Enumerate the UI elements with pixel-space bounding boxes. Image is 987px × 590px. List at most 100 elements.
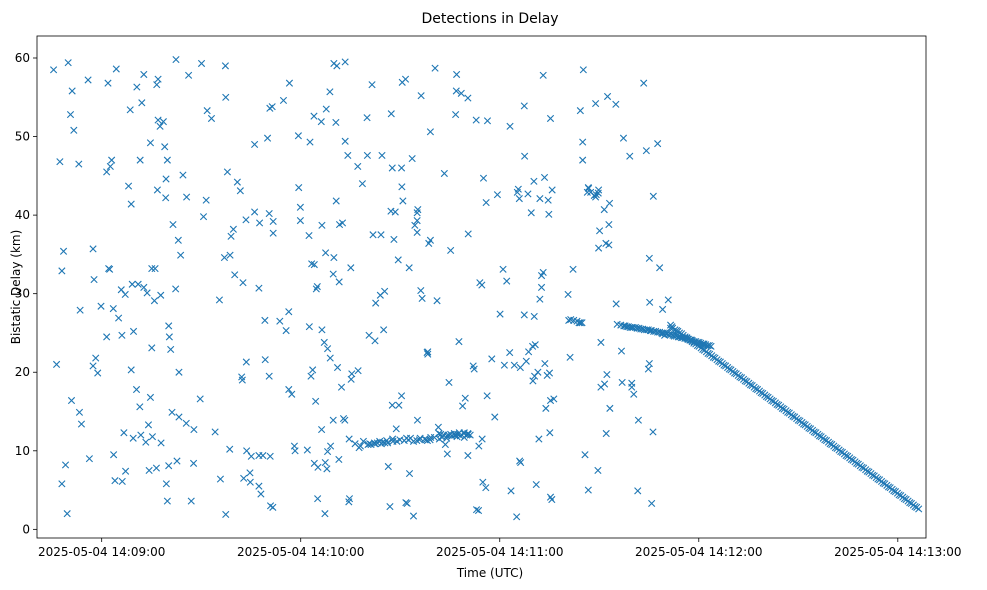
data-point-marker xyxy=(120,429,128,437)
data-point-marker xyxy=(472,116,480,124)
data-point-marker xyxy=(203,107,211,115)
data-point-marker xyxy=(649,192,657,200)
data-point-marker xyxy=(233,178,241,186)
data-point-marker xyxy=(383,436,391,445)
data-point-marker xyxy=(174,236,182,244)
data-point-marker xyxy=(496,310,504,318)
data-point-marker xyxy=(575,319,583,327)
data-point-marker xyxy=(397,164,406,172)
data-point-marker xyxy=(156,122,164,130)
data-point-marker xyxy=(150,297,159,305)
data-point-marker xyxy=(542,404,550,412)
data-point-marker xyxy=(187,497,195,505)
data-point-marker xyxy=(435,429,443,438)
data-point-marker xyxy=(303,446,311,454)
data-point-marker xyxy=(118,331,126,339)
data-point-marker xyxy=(394,256,402,264)
data-point-marker xyxy=(784,408,792,416)
y-tick-label: 60 xyxy=(15,51,30,65)
data-point-marker xyxy=(216,475,225,483)
data-point-marker xyxy=(322,249,330,257)
data-point-marker xyxy=(831,444,840,452)
data-point-marker xyxy=(413,217,421,225)
y-tick-label: 20 xyxy=(15,365,30,379)
data-point-marker xyxy=(789,412,797,420)
data-point-marker xyxy=(285,385,293,394)
data-point-marker xyxy=(153,81,161,89)
data-point-marker xyxy=(441,440,449,449)
data-point-marker xyxy=(395,401,403,409)
data-point-marker xyxy=(255,219,264,227)
data-point-marker xyxy=(347,264,355,272)
data-point-marker xyxy=(175,413,183,421)
data-point-marker xyxy=(773,400,781,409)
data-point-marker xyxy=(167,345,175,354)
data-point-marker xyxy=(154,116,162,124)
data-point-marker xyxy=(500,361,508,369)
data-point-marker xyxy=(397,392,406,400)
data-point-marker xyxy=(619,134,628,142)
data-point-marker xyxy=(640,79,648,87)
data-point-marker xyxy=(145,466,153,475)
data-point-marker xyxy=(168,408,176,416)
data-point-marker xyxy=(49,66,58,74)
data-point-marker xyxy=(592,99,600,108)
data-point-marker xyxy=(664,296,672,304)
data-point-marker xyxy=(111,477,119,485)
data-point-marker xyxy=(482,484,490,492)
data-point-marker xyxy=(592,193,600,201)
data-point-marker xyxy=(463,430,472,438)
data-point-marker xyxy=(354,367,362,375)
data-point-marker xyxy=(579,138,587,146)
data-point-marker xyxy=(77,420,86,428)
data-point-marker xyxy=(579,156,587,164)
data-point-marker xyxy=(153,186,162,194)
data-point-marker xyxy=(326,354,334,362)
data-point-marker xyxy=(752,385,760,393)
data-point-marker xyxy=(470,365,478,373)
data-point-marker xyxy=(251,140,259,149)
data-point-marker xyxy=(148,344,156,352)
data-point-marker xyxy=(259,451,267,460)
data-point-marker xyxy=(513,513,521,521)
data-point-marker xyxy=(532,480,540,489)
data-point-marker xyxy=(338,219,347,227)
data-point-marker xyxy=(605,199,614,207)
x-tick-label: 2025-05-04 14:11:00 xyxy=(436,545,563,559)
data-point-marker xyxy=(391,208,399,216)
data-point-marker xyxy=(569,265,577,273)
data-point-marker xyxy=(506,122,514,130)
data-point-marker xyxy=(842,451,850,460)
data-point-marker xyxy=(431,64,439,72)
data-point-marker xyxy=(895,491,903,499)
data-point-marker xyxy=(163,497,171,505)
data-point-marker xyxy=(347,375,355,383)
data-point-marker xyxy=(392,425,400,433)
data-point-marker xyxy=(341,416,349,424)
data-point-marker xyxy=(227,232,235,240)
data-point-marker xyxy=(475,442,483,450)
data-point-marker xyxy=(63,510,71,518)
data-point-marker xyxy=(66,110,75,119)
data-point-marker xyxy=(321,458,329,467)
data-point-marker xyxy=(603,92,612,101)
data-point-marker xyxy=(618,378,626,387)
data-point-marker xyxy=(399,197,407,205)
data-point-marker xyxy=(148,433,157,441)
data-point-marker xyxy=(251,208,259,216)
data-point-marker xyxy=(499,265,507,273)
data-point-marker xyxy=(356,442,365,450)
x-axis: 2025-05-04 14:09:00 2025-05-04 14:10:00 20… xyxy=(38,538,962,559)
data-point-marker xyxy=(709,353,717,361)
data-point-marker xyxy=(536,195,544,203)
data-point-marker xyxy=(137,431,145,439)
data-point-marker xyxy=(269,217,277,225)
data-point-marker xyxy=(332,197,340,205)
data-point-marker xyxy=(133,83,141,91)
data-point-marker xyxy=(106,162,114,170)
data-point-marker xyxy=(426,236,435,244)
data-point-marker xyxy=(656,264,664,272)
data-point-marker xyxy=(136,403,144,411)
data-point-marker xyxy=(109,305,117,313)
data-point-marker xyxy=(648,499,656,508)
